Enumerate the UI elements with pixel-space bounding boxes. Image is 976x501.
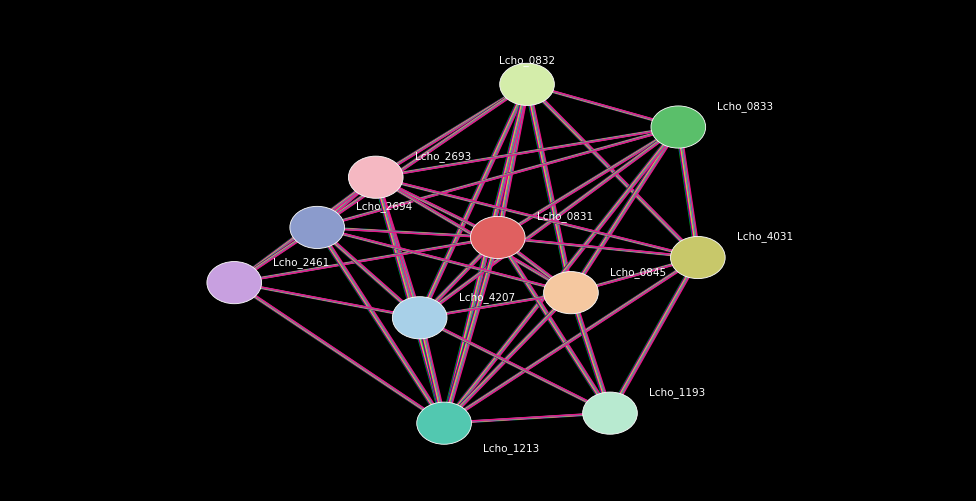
Text: Lcho_4207: Lcho_4207 [459, 291, 515, 302]
Ellipse shape [500, 64, 554, 106]
Ellipse shape [392, 297, 447, 339]
Ellipse shape [470, 217, 525, 259]
Text: Lcho_2694: Lcho_2694 [356, 201, 413, 212]
Ellipse shape [207, 262, 262, 304]
Ellipse shape [417, 402, 471, 444]
Text: Lcho_1213: Lcho_1213 [483, 442, 540, 453]
Ellipse shape [544, 272, 598, 314]
Text: Lcho_0845: Lcho_0845 [610, 266, 667, 277]
Text: Lcho_0832: Lcho_0832 [499, 55, 555, 66]
Text: Lcho_2461: Lcho_2461 [273, 256, 330, 267]
Ellipse shape [583, 392, 637, 434]
Ellipse shape [290, 207, 345, 249]
Text: Lcho_2693: Lcho_2693 [415, 151, 471, 162]
Ellipse shape [348, 157, 403, 199]
Text: Lcho_1193: Lcho_1193 [649, 386, 706, 397]
Ellipse shape [651, 107, 706, 149]
Ellipse shape [671, 237, 725, 279]
Text: Lcho_4031: Lcho_4031 [737, 231, 793, 242]
Text: Lcho_0831: Lcho_0831 [537, 211, 593, 222]
Text: Lcho_0833: Lcho_0833 [717, 101, 774, 112]
